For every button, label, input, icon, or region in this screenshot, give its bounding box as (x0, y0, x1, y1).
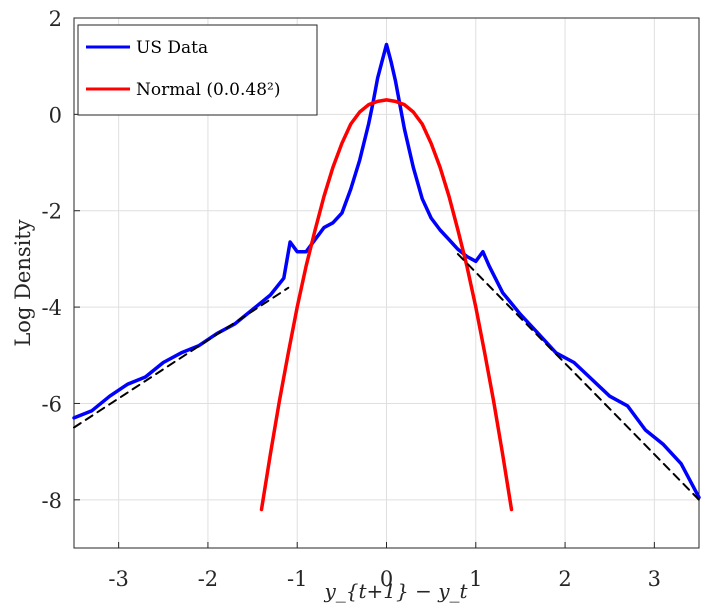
y-tick-label: 2 (49, 7, 62, 31)
fit-line-series (456, 253, 700, 501)
y-tick-label: -8 (42, 489, 62, 513)
legend: US Data Normal (0.0.48²) (77, 24, 318, 116)
fit-line-series (73, 286, 290, 429)
x-tick-label: 1 (469, 567, 482, 591)
x-tick-label: -2 (198, 567, 218, 591)
x-tick-label: -3 (108, 567, 128, 591)
tick-labels: -3 -2 -1 0 1 2 3 2 0 -2 -4 -6 -8 (42, 7, 662, 591)
y-tick-label: -2 (42, 200, 62, 224)
y-tick-label: -6 (42, 392, 62, 416)
x-axis-label: y_{t+1} − y_t (323, 579, 468, 603)
y-tick-label: -4 (42, 296, 62, 320)
ticks (74, 17, 655, 548)
series-layer (72, 42, 701, 512)
legend-box (77, 24, 318, 116)
x-tick-label: 3 (648, 567, 661, 591)
x-tick-label: 2 (558, 567, 571, 591)
legend-label-us-data: US Data (136, 38, 208, 58)
legend-label-normal: Normal (0.0.48²) (136, 80, 280, 100)
x-tick-label: -1 (287, 567, 307, 591)
y-axis-label: Log Density (11, 219, 35, 346)
series-line-normal (259, 98, 514, 512)
y-tick-label: 0 (49, 103, 62, 127)
plot-frame (73, 17, 700, 549)
x-tick-label: 0 (380, 567, 393, 591)
